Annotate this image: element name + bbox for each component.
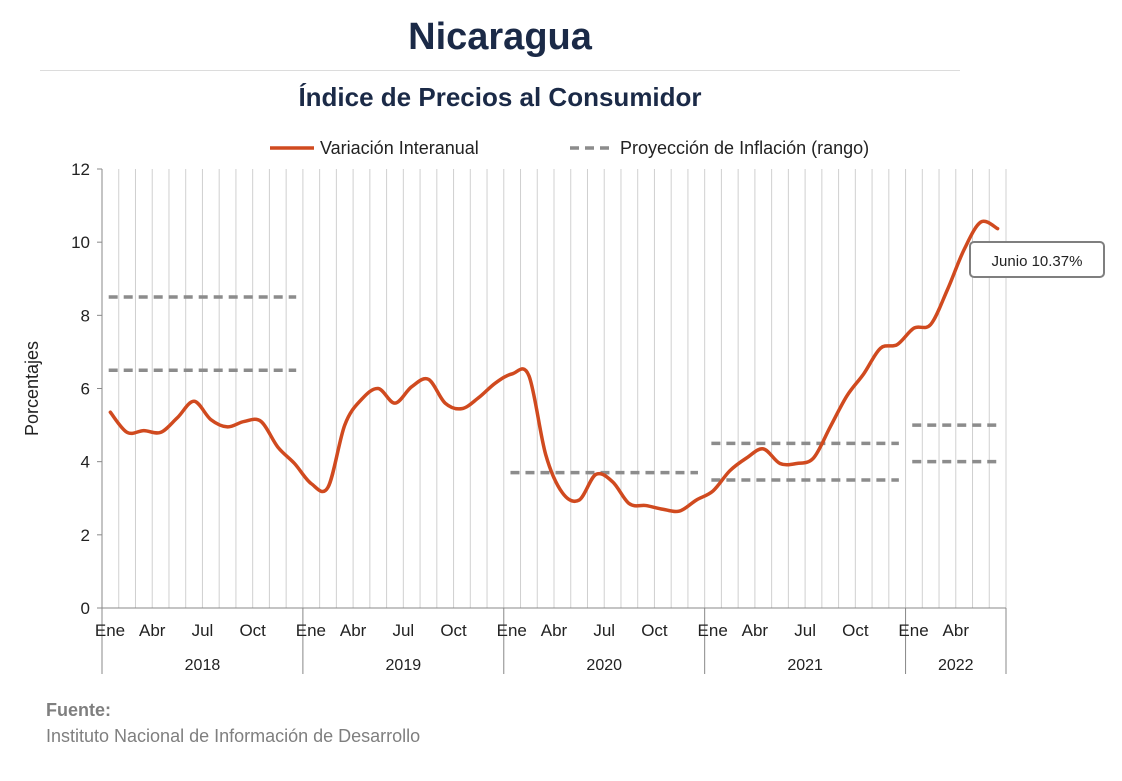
month-tick-label: Jul <box>593 621 615 640</box>
year-label: 2020 <box>586 657 622 674</box>
annotation-label: Junio 10.37% <box>992 253 1083 270</box>
y-tick-label: 0 <box>81 599 90 618</box>
month-tick-label: Oct <box>440 621 467 640</box>
month-tick-label: Ene <box>95 621 125 640</box>
month-tick-label: Jul <box>192 621 214 640</box>
month-tick-label: Abr <box>541 621 568 640</box>
month-tick-label: Abr <box>742 621 769 640</box>
month-tick-label: Ene <box>698 621 728 640</box>
title-divider <box>40 70 960 71</box>
y-tick-label: 2 <box>81 526 90 545</box>
month-tick-label: Jul <box>794 621 816 640</box>
y-tick-label: 6 <box>81 380 90 399</box>
y-axis-title: Porcentajes <box>22 341 42 436</box>
legend-label-proyeccion: Proyección de Inflación (rango) <box>620 138 869 158</box>
source-text: Instituto Nacional de Información de Des… <box>46 726 421 746</box>
year-label: 2019 <box>386 657 422 674</box>
series-lines <box>108 219 1000 514</box>
annotation: Junio 10.37% <box>969 241 1105 278</box>
chart-subtitle: Índice de Precios al Consumidor <box>298 82 702 112</box>
month-tick-label: Abr <box>139 621 166 640</box>
month-tick-label: Abr <box>340 621 367 640</box>
month-tick-label: Ene <box>898 621 928 640</box>
month-tick-label: Oct <box>239 621 266 640</box>
month-tick-label: Oct <box>842 621 869 640</box>
year-label: 2021 <box>787 657 823 674</box>
vertical-gridlines <box>101 169 1007 608</box>
legend-label-variacion: Variación Interanual <box>320 138 479 158</box>
y-tick-label: 10 <box>71 233 90 252</box>
year-label: 2018 <box>185 657 221 674</box>
source-label: Fuente: <box>46 700 111 720</box>
x-axis: Ene Abr Jul Oct Ene Abr Jul Oct Ene Abr Jul Oct Ene A… <box>95 607 1007 674</box>
y-tick-label: 12 <box>71 160 90 179</box>
page-title: Nicaragua <box>408 16 592 58</box>
month-tick-label: Ene <box>296 621 326 640</box>
month-tick-label: Oct <box>641 621 668 640</box>
chart-legend: Variación Interanual Proyección de Inflac… <box>270 138 869 158</box>
y-tick-label: 4 <box>81 453 90 472</box>
month-tick-label: Ene <box>497 621 527 640</box>
projection-lines <box>108 295 1000 482</box>
annotation-box <box>969 241 1105 278</box>
series-line-variacion-interanual <box>108 219 1000 514</box>
month-tick-label: Jul <box>392 621 414 640</box>
y-axis: 0 2 4 6 8 10 12 Porcentajes <box>22 160 103 618</box>
y-tick-label: 8 <box>81 306 90 325</box>
month-tick-label: Abr <box>943 621 970 640</box>
year-label: 2022 <box>938 657 974 674</box>
